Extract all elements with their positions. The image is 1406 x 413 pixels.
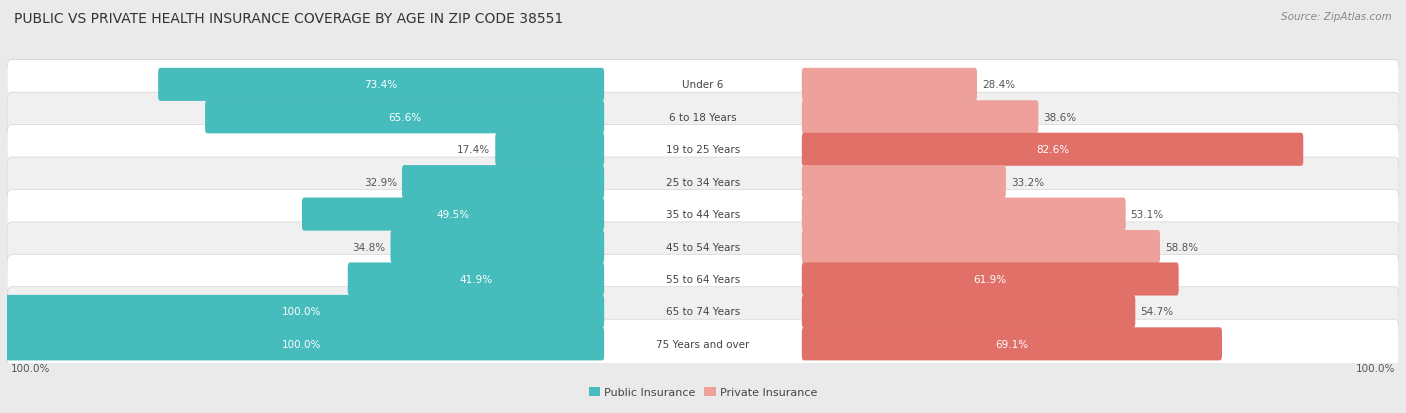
FancyBboxPatch shape xyxy=(157,69,605,102)
FancyBboxPatch shape xyxy=(801,295,1135,328)
FancyBboxPatch shape xyxy=(7,287,1399,336)
Text: 73.4%: 73.4% xyxy=(364,80,398,90)
Text: 100.0%: 100.0% xyxy=(281,307,321,317)
Text: 34.8%: 34.8% xyxy=(353,242,385,252)
Text: 38.6%: 38.6% xyxy=(1043,112,1077,123)
FancyBboxPatch shape xyxy=(205,101,605,134)
Text: 100.0%: 100.0% xyxy=(11,363,51,373)
FancyBboxPatch shape xyxy=(495,133,605,166)
Text: 69.1%: 69.1% xyxy=(995,339,1028,349)
Text: Source: ZipAtlas.com: Source: ZipAtlas.com xyxy=(1281,12,1392,22)
Text: 58.8%: 58.8% xyxy=(1164,242,1198,252)
FancyBboxPatch shape xyxy=(801,101,1039,134)
Text: 6 to 18 Years: 6 to 18 Years xyxy=(669,112,737,123)
Text: 17.4%: 17.4% xyxy=(457,145,491,155)
Text: 35 to 44 Years: 35 to 44 Years xyxy=(666,210,740,220)
FancyBboxPatch shape xyxy=(801,69,977,102)
FancyBboxPatch shape xyxy=(801,263,1178,296)
FancyBboxPatch shape xyxy=(801,328,1222,361)
Text: PUBLIC VS PRIVATE HEALTH INSURANCE COVERAGE BY AGE IN ZIP CODE 38551: PUBLIC VS PRIVATE HEALTH INSURANCE COVER… xyxy=(14,12,564,26)
FancyBboxPatch shape xyxy=(7,222,1399,271)
Text: 100.0%: 100.0% xyxy=(1355,363,1395,373)
FancyBboxPatch shape xyxy=(0,328,605,361)
FancyBboxPatch shape xyxy=(801,198,1126,231)
Text: 54.7%: 54.7% xyxy=(1140,307,1173,317)
Text: 65.6%: 65.6% xyxy=(388,112,422,123)
Text: 45 to 54 Years: 45 to 54 Years xyxy=(666,242,740,252)
FancyBboxPatch shape xyxy=(302,198,605,231)
Text: 28.4%: 28.4% xyxy=(981,80,1015,90)
FancyBboxPatch shape xyxy=(7,319,1399,369)
Text: 32.9%: 32.9% xyxy=(364,177,396,187)
FancyBboxPatch shape xyxy=(402,166,605,199)
Text: 100.0%: 100.0% xyxy=(281,339,321,349)
Text: Under 6: Under 6 xyxy=(682,80,724,90)
Text: 53.1%: 53.1% xyxy=(1130,210,1164,220)
FancyBboxPatch shape xyxy=(801,230,1160,263)
Text: 25 to 34 Years: 25 to 34 Years xyxy=(666,177,740,187)
FancyBboxPatch shape xyxy=(7,61,1399,110)
FancyBboxPatch shape xyxy=(7,93,1399,142)
Text: 33.2%: 33.2% xyxy=(1011,177,1043,187)
FancyBboxPatch shape xyxy=(7,158,1399,207)
Text: 55 to 64 Years: 55 to 64 Years xyxy=(666,274,740,284)
FancyBboxPatch shape xyxy=(7,190,1399,239)
Text: 41.9%: 41.9% xyxy=(460,274,492,284)
FancyBboxPatch shape xyxy=(0,295,605,328)
FancyBboxPatch shape xyxy=(801,133,1303,166)
Legend: Public Insurance, Private Insurance: Public Insurance, Private Insurance xyxy=(583,383,823,402)
FancyBboxPatch shape xyxy=(7,125,1399,174)
FancyBboxPatch shape xyxy=(801,166,1005,199)
Text: 75 Years and over: 75 Years and over xyxy=(657,339,749,349)
Text: 82.6%: 82.6% xyxy=(1036,145,1069,155)
FancyBboxPatch shape xyxy=(391,230,605,263)
Text: 19 to 25 Years: 19 to 25 Years xyxy=(666,145,740,155)
Text: 65 to 74 Years: 65 to 74 Years xyxy=(666,307,740,317)
FancyBboxPatch shape xyxy=(347,263,605,296)
Text: 49.5%: 49.5% xyxy=(436,210,470,220)
FancyBboxPatch shape xyxy=(7,255,1399,304)
Text: 61.9%: 61.9% xyxy=(974,274,1007,284)
